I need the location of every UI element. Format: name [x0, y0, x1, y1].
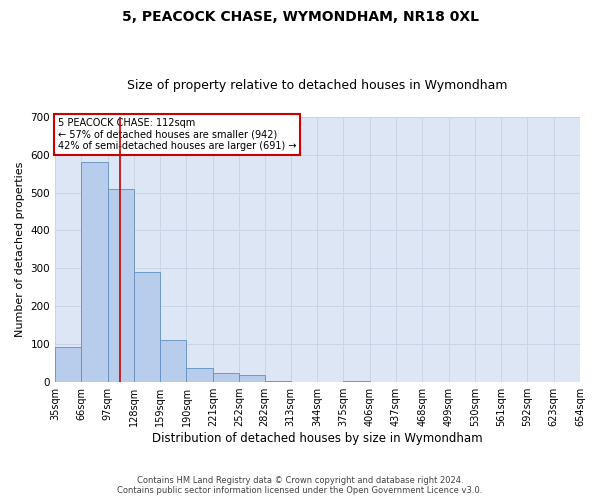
- X-axis label: Distribution of detached houses by size in Wymondham: Distribution of detached houses by size …: [152, 432, 483, 445]
- Title: Size of property relative to detached houses in Wymondham: Size of property relative to detached ho…: [127, 79, 508, 92]
- Bar: [55, 347, 82, 382]
- Bar: [107, 189, 134, 382]
- Bar: [343, 380, 370, 382]
- Bar: [265, 380, 291, 382]
- Bar: [134, 272, 160, 382]
- Bar: [160, 340, 187, 382]
- Bar: [187, 368, 213, 382]
- Bar: [213, 372, 239, 382]
- Bar: [239, 376, 265, 382]
- Text: 5 PEACOCK CHASE: 112sqm
← 57% of detached houses are smaller (942)
42% of semi-d: 5 PEACOCK CHASE: 112sqm ← 57% of detache…: [58, 118, 296, 152]
- Text: Contains HM Land Registry data © Crown copyright and database right 2024.
Contai: Contains HM Land Registry data © Crown c…: [118, 476, 482, 495]
- Y-axis label: Number of detached properties: Number of detached properties: [15, 162, 25, 337]
- Text: 5, PEACOCK CHASE, WYMONDHAM, NR18 0XL: 5, PEACOCK CHASE, WYMONDHAM, NR18 0XL: [121, 10, 479, 24]
- Bar: [82, 162, 107, 382]
